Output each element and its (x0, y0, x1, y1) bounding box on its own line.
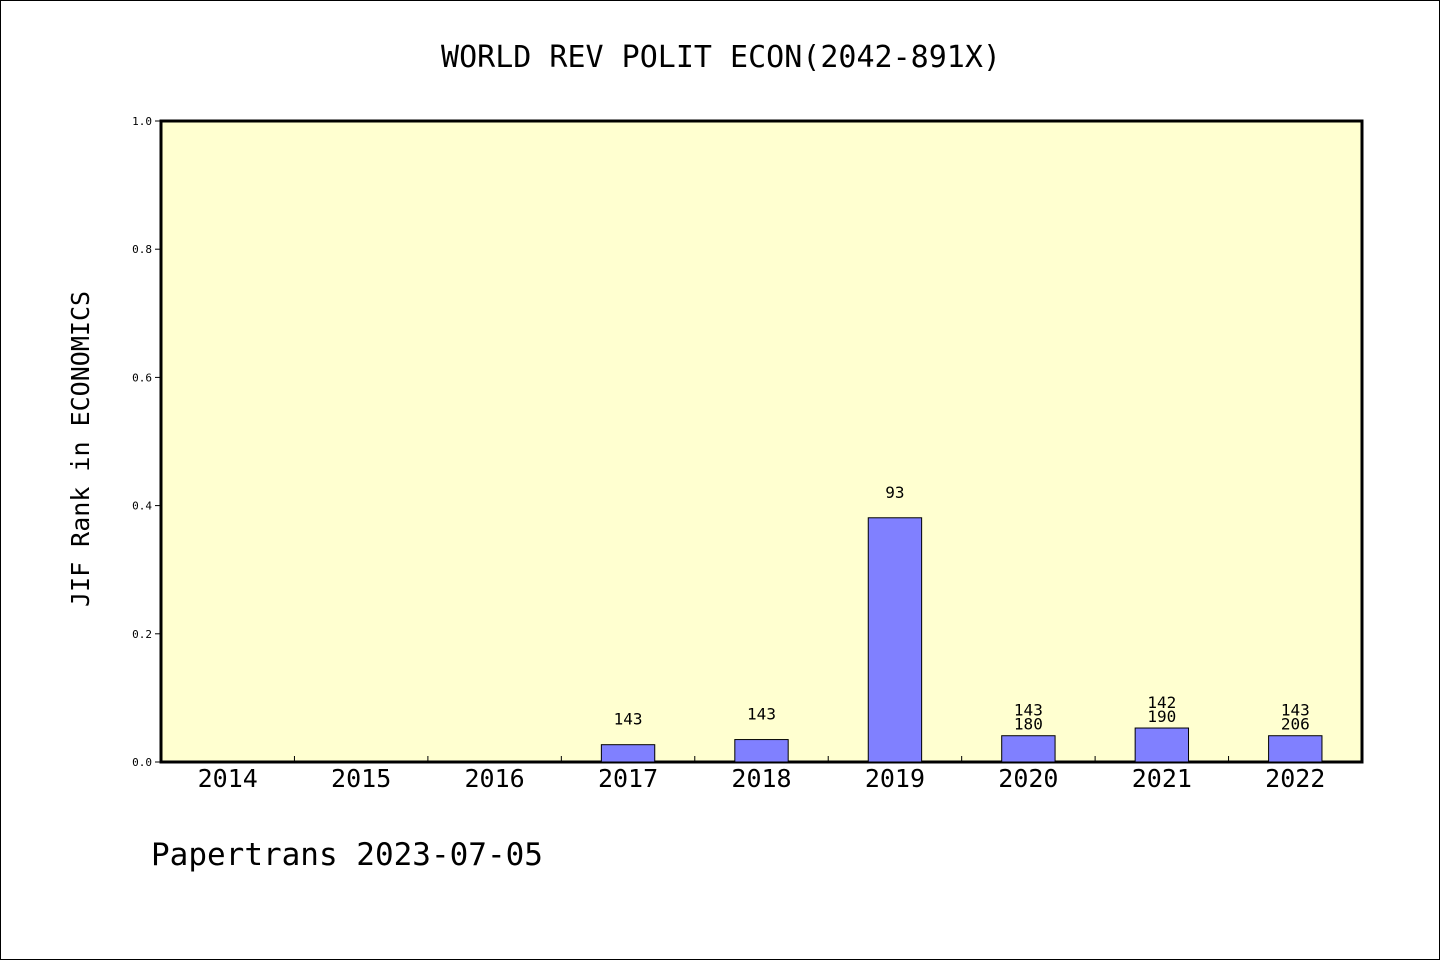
bar-2020 (1001, 735, 1056, 763)
x-tick-label: 2015 (331, 764, 391, 793)
bar-value-label: 93 (885, 483, 904, 502)
y-axis: 0.0 0.2 0.4 0.6 0.8 1.0 (132, 115, 161, 769)
bar-2018 (734, 739, 789, 763)
y-tick-label: 1.0 (132, 115, 152, 128)
footer-credit: Papertrans 2023-07-05 (151, 837, 543, 873)
y-tick-label: 0.6 (132, 371, 152, 384)
y-tick-label: 0.8 (132, 243, 152, 256)
bar-value-label: 143 (1014, 701, 1043, 720)
x-tick-label: 2014 (198, 764, 258, 793)
y-tick-label: 0.0 (132, 756, 152, 769)
plot-area (159, 119, 1364, 764)
x-tick-label: 2020 (998, 764, 1058, 793)
bar-2019 (867, 517, 923, 763)
bar-value-label: 190 (1147, 707, 1176, 726)
bar-2021 (1134, 727, 1190, 763)
x-tick-label: 2017 (598, 764, 658, 793)
bar-value-label: 143 (1281, 701, 1310, 720)
x-tick-label: 2016 (465, 764, 525, 793)
bar-2022 (1268, 735, 1323, 763)
x-tick-label: 2021 (1132, 764, 1192, 793)
bar-value-label: 180 (1014, 715, 1043, 734)
y-axis-label: JIF Rank in ECONOMICS (66, 291, 95, 607)
bar-value-label: 143 (747, 705, 776, 724)
chart-title: WORLD REV POLIT ECON(2042-891X) (441, 40, 1001, 75)
bar-value-label: 206 (1281, 715, 1310, 734)
bar-series (600, 517, 1323, 763)
y-tick-label: 0.4 (132, 500, 152, 513)
bar-value-label: 142 (1147, 693, 1176, 712)
bar-2017 (600, 744, 656, 763)
y-tick-label: 0.2 (132, 628, 152, 641)
x-tick-label: 2019 (865, 764, 925, 793)
x-tick-label: 2018 (731, 764, 791, 793)
x-tick-label: 2022 (1265, 764, 1325, 793)
bar-value-label: 143 (614, 710, 643, 729)
x-axis: 2014 2015 2016 2017 2018 2019 2020 2021 2022 (198, 756, 1325, 793)
